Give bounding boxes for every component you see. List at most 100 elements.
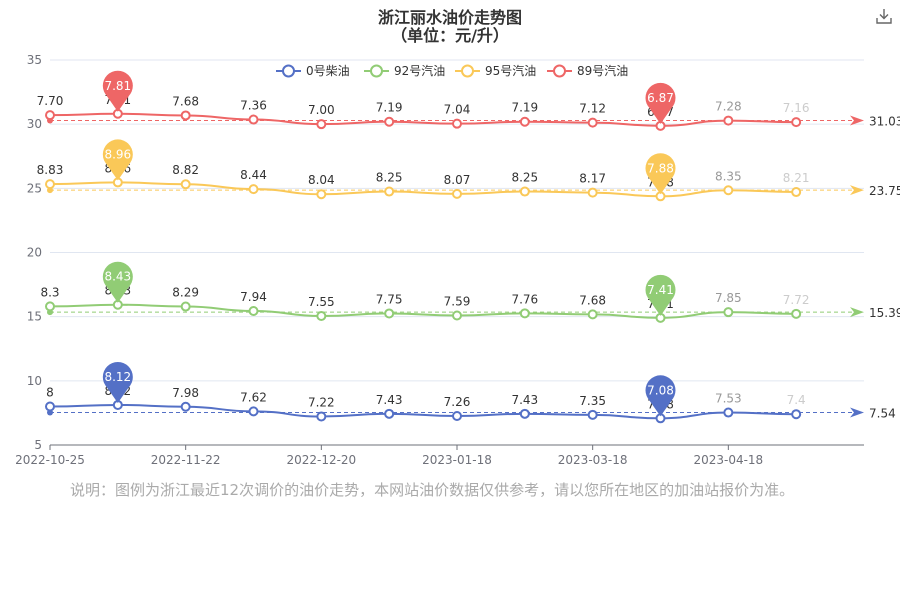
data-label: 8 bbox=[46, 386, 54, 400]
min-pin bbox=[645, 274, 676, 305]
data-label: 8.44 bbox=[240, 168, 267, 182]
data-label: 7.55 bbox=[308, 295, 335, 309]
data-point bbox=[723, 185, 734, 196]
data-point bbox=[587, 117, 598, 128]
y-tick-label: 25 bbox=[27, 181, 42, 195]
average-label: 15.39 bbox=[869, 306, 900, 320]
data-point bbox=[723, 307, 734, 318]
min-pin-tail bbox=[649, 400, 672, 417]
legend-label: 95号汽油 bbox=[485, 63, 536, 78]
data-label: 8.04 bbox=[308, 173, 335, 187]
data-point bbox=[587, 187, 598, 198]
data-point bbox=[180, 110, 191, 121]
data-point bbox=[384, 116, 395, 127]
legend-marker bbox=[370, 64, 383, 78]
data-label: 8.3 bbox=[40, 285, 59, 299]
chart-title: 浙江丽水油价走势图 bbox=[377, 8, 522, 27]
data-point bbox=[519, 408, 530, 419]
data-label: 8.17 bbox=[579, 172, 606, 186]
min-pin bbox=[645, 153, 676, 184]
min-pin-tail bbox=[649, 299, 672, 316]
y-tick-label: 15 bbox=[27, 310, 42, 324]
data-label: 7.04 bbox=[444, 103, 471, 117]
data-label: 7.43 bbox=[511, 393, 538, 407]
data-point bbox=[519, 116, 530, 127]
series-line bbox=[49, 181, 797, 198]
data-label: 7.98 bbox=[172, 386, 199, 400]
data-point bbox=[519, 186, 530, 197]
data-label: 7.19 bbox=[511, 101, 538, 115]
average-line-arrow bbox=[850, 185, 864, 196]
data-label: 7.72 bbox=[783, 293, 810, 307]
series-line bbox=[49, 403, 797, 420]
data-point bbox=[316, 311, 327, 322]
data-point bbox=[45, 110, 55, 121]
average-label: 31.03 bbox=[869, 115, 900, 129]
data-label: 7.28 bbox=[715, 100, 742, 114]
legend-marker bbox=[553, 64, 566, 78]
x-tick-label: 2022-10-25 bbox=[15, 453, 85, 467]
data-label: 7.4 bbox=[787, 393, 806, 407]
data-point bbox=[316, 119, 327, 130]
data-point bbox=[248, 406, 259, 417]
data-label: 8.25 bbox=[511, 171, 538, 185]
min-pin-label: 6.87 bbox=[647, 91, 674, 105]
download-icon[interactable] bbox=[874, 6, 894, 26]
data-point bbox=[384, 408, 395, 419]
min-pin bbox=[645, 375, 676, 406]
data-label: 7.43 bbox=[376, 393, 403, 407]
average-line-arrow bbox=[850, 307, 864, 318]
data-point bbox=[384, 308, 395, 319]
data-point bbox=[180, 401, 191, 412]
data-label: 7.62 bbox=[240, 390, 267, 404]
min-pin-tail bbox=[649, 107, 672, 124]
data-label: 7.76 bbox=[511, 292, 538, 306]
y-tick-label: 20 bbox=[27, 246, 42, 260]
data-point bbox=[180, 301, 191, 312]
max-pin-tail bbox=[106, 386, 130, 403]
min-pin bbox=[645, 82, 676, 113]
data-label: 8.25 bbox=[376, 171, 403, 185]
max-pin-label: 8.12 bbox=[104, 370, 131, 384]
data-point bbox=[791, 187, 802, 198]
data-point bbox=[791, 308, 802, 319]
max-pin-tail bbox=[106, 164, 130, 181]
data-label: 7.59 bbox=[444, 295, 471, 309]
max-pin bbox=[102, 361, 133, 392]
data-label: 7.75 bbox=[376, 292, 403, 306]
data-point bbox=[45, 401, 55, 412]
average-line-arrow bbox=[850, 115, 864, 126]
data-label: 7.00 bbox=[308, 103, 335, 117]
data-point bbox=[519, 308, 530, 319]
data-label: 7.85 bbox=[715, 291, 742, 305]
data-label: 7.35 bbox=[579, 394, 606, 408]
min-pin-label: 7.41 bbox=[647, 283, 674, 297]
average-line-arrow bbox=[850, 407, 864, 418]
data-point bbox=[791, 117, 802, 128]
y-tick-label: 5 bbox=[34, 438, 42, 452]
average-label: 7.54 bbox=[869, 406, 896, 420]
data-point bbox=[384, 186, 395, 197]
min-pin-label: 7.08 bbox=[647, 383, 674, 397]
legend-label: 89号汽油 bbox=[577, 63, 628, 78]
x-tick-label: 2022-11-22 bbox=[151, 453, 221, 467]
data-point bbox=[587, 309, 598, 320]
data-label: 8.35 bbox=[715, 169, 742, 183]
series-line bbox=[49, 112, 797, 127]
max-pin bbox=[102, 70, 133, 101]
y-tick-label: 10 bbox=[27, 374, 42, 388]
legend-label: 0号柴油 bbox=[306, 64, 350, 78]
data-point bbox=[452, 410, 462, 421]
series-line bbox=[49, 303, 797, 319]
data-label: 8.07 bbox=[444, 173, 471, 187]
data-point bbox=[316, 411, 327, 422]
x-tick-label: 2023-03-18 bbox=[558, 453, 628, 467]
data-point bbox=[791, 409, 802, 420]
max-pin-tail bbox=[106, 95, 130, 112]
footnote: 说明：图例为浙江最近12次调价的油价走势，本网站油价数据仅供参考，请以您所在地区… bbox=[70, 481, 795, 499]
data-point bbox=[45, 179, 55, 190]
data-label: 8.82 bbox=[172, 163, 199, 177]
data-label: 7.19 bbox=[376, 101, 403, 115]
data-point bbox=[248, 306, 259, 317]
